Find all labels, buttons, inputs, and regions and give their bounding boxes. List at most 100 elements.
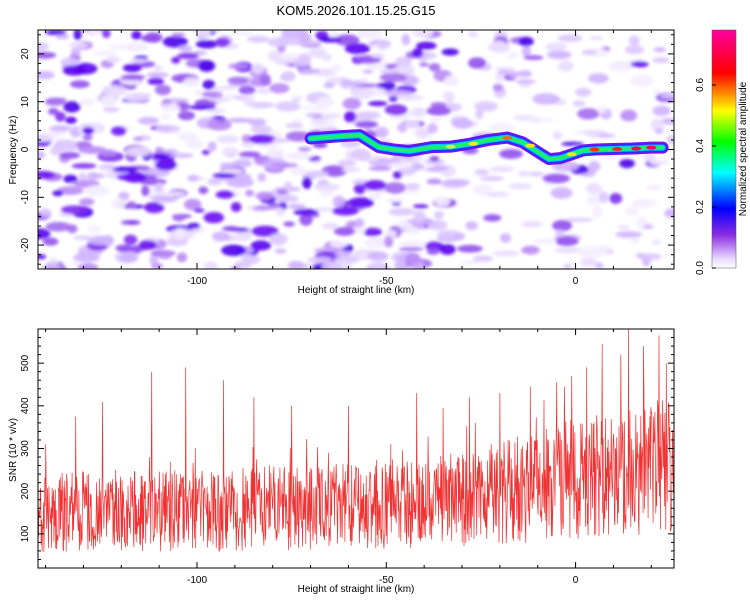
- spectrogram-noise-blob: [82, 127, 95, 135]
- spectrogram-noise-blob: [653, 46, 667, 53]
- signal-hotspot: [502, 136, 513, 141]
- spectrogram-noise-blob: [123, 234, 138, 245]
- spectrogram-noise-blob: [521, 45, 532, 57]
- spectrogram-noise-blob: [475, 109, 484, 120]
- spectrogram-noise-blob: [188, 104, 217, 110]
- spectrogram-noise-blob: [230, 201, 242, 213]
- spectrogram-noise-blob: [552, 131, 563, 140]
- spectrogram-noise-blob: [443, 91, 455, 103]
- spectrogram-noise-blob: [90, 173, 106, 179]
- spectrogram-noise-blob: [468, 57, 487, 69]
- spectrogram-noise-blob: [138, 240, 157, 250]
- spectrogram-noise-blob: [521, 245, 540, 255]
- spectrogram-noise-blob: [351, 148, 371, 161]
- spectrogram-noise-blob: [416, 41, 437, 50]
- spectrogram-noise-blob: [100, 94, 118, 107]
- spectrogram-noise-blob: [160, 104, 181, 111]
- spectrogram-noise-blob: [59, 151, 81, 159]
- spectrogram-noise-blob: [101, 30, 111, 39]
- colorbar-tick-label: 0.4: [695, 139, 706, 153]
- spectrogram-noise-blob: [645, 184, 662, 191]
- spectrogram-noise-blob: [162, 36, 188, 48]
- spectrogram-noise-blob: [248, 134, 277, 145]
- spectrogram-noise-blob: [84, 185, 110, 197]
- spectrogram-noise-blob: [207, 141, 217, 152]
- spectrogram-noise-blob: [404, 183, 421, 190]
- spectrogram-noise-blob: [552, 219, 573, 232]
- spectrogram-noise-blob: [483, 214, 502, 222]
- spectrogram-noise-blob: [92, 51, 118, 57]
- spectrogram-noise-blob: [388, 96, 399, 102]
- spectrogram-noise-blob: [174, 227, 186, 239]
- spectrogram-noise-blob: [155, 159, 178, 171]
- spectrogram-noise-blob: [55, 34, 70, 40]
- spectrogram-noise-blob: [321, 261, 343, 269]
- snr-panel: -100 -50 0 100 200 300 400 500 Height of straig…: [8, 328, 675, 595]
- spectrogram-noise-blob: [47, 107, 59, 116]
- spectrogram-noise-blob: [404, 226, 420, 235]
- spectrogram-noise-blob: [652, 105, 671, 117]
- spectrogram-noise-blob: [55, 111, 66, 122]
- spectrogram-noise-blob: [412, 204, 429, 209]
- spectrogram-noise-blob: [122, 63, 142, 73]
- spectrogram-noise-blob: [268, 50, 284, 62]
- spectrogram-noise-blob: [271, 138, 291, 143]
- signal-hotspot: [631, 146, 642, 151]
- spectrogram-noise-blob: [652, 89, 662, 95]
- spectrogram-noise-blob: [133, 136, 144, 141]
- spectrogram-noise-blob: [144, 201, 165, 214]
- spectrogram-noise-blob: [269, 83, 290, 94]
- spectrogram-noise-blob: [144, 32, 163, 43]
- colorbar: 0.0 0.2 0.4 0.6 Normalized spectral amplitu…: [695, 29, 749, 275]
- spectrogram-noise-blob: [38, 133, 58, 142]
- spectrogram-noise-blob: [187, 222, 201, 229]
- spectrogram-noise-blob: [433, 210, 444, 220]
- spectrogram-noise-blob: [115, 244, 134, 253]
- spectrogram-noise-blob: [290, 166, 308, 176]
- spectrogram-noise-blob: [297, 53, 311, 65]
- spectrogram-noise-blob: [404, 252, 421, 265]
- spectrogram-noise-blob: [377, 39, 388, 50]
- spectrogram-noise-blob: [38, 151, 46, 160]
- snr-y-label: SNR (10 * v/v): [8, 418, 19, 482]
- spectrogram-noise-blob: [131, 30, 142, 40]
- spectrogram-noise-blob: [419, 62, 429, 67]
- spectrogram-noise-blob: [384, 235, 394, 248]
- spectrogram-ytick-label: 0: [20, 146, 31, 152]
- spectrogram-noise-blob: [343, 111, 357, 123]
- spectrogram-noise-blob: [554, 247, 583, 254]
- spectrogram-noise-blob: [379, 72, 408, 83]
- spectrogram-noise-blob: [215, 37, 231, 48]
- spectrogram-noise-blob: [73, 30, 82, 41]
- spectrogram-noise-blob: [649, 159, 671, 166]
- spectrogram-noise-blob: [297, 146, 312, 152]
- spectrogram-noise-blob: [650, 118, 665, 131]
- spectrogram-noise-blob: [451, 118, 473, 129]
- spectrogram-noise-blob: [72, 253, 100, 263]
- spectrogram-noise-blob: [354, 120, 379, 129]
- spectrogram-noise-blob: [202, 79, 216, 90]
- spectrogram-noise-blob: [54, 140, 66, 150]
- spectrogram-noise-blob: [169, 153, 194, 158]
- spectrogram-noise-blob: [545, 42, 568, 52]
- spectrogram-noise-blob: [38, 228, 51, 240]
- spectrogram-noise-blob: [108, 44, 131, 50]
- spectrogram-noise-blob: [246, 205, 257, 211]
- spectrogram-noise-blob: [362, 69, 374, 74]
- spectrogram-noise-blob: [652, 57, 670, 64]
- signal-hotspot: [468, 141, 479, 146]
- spectrogram-noise-blob: [517, 170, 532, 177]
- spectrogram-noise-blob: [70, 261, 82, 266]
- spectrogram-noise-blob: [269, 233, 288, 245]
- colorbar-label: Normalized spectral amplitude: [738, 81, 749, 216]
- spectrogram-noise-blob: [588, 160, 601, 172]
- spectrogram-noise-blob: [424, 158, 445, 165]
- spectrogram-noise-blob: [429, 156, 440, 162]
- spectrogram-noise-blob: [205, 108, 226, 114]
- spectrogram-noise-blob: [499, 233, 512, 243]
- spectrogram-ytick-label: -20: [20, 237, 31, 252]
- spectrogram-noise-blob: [241, 134, 252, 143]
- spectrogram-noise-blob: [98, 164, 118, 171]
- spectrogram-noise-blob: [484, 191, 510, 198]
